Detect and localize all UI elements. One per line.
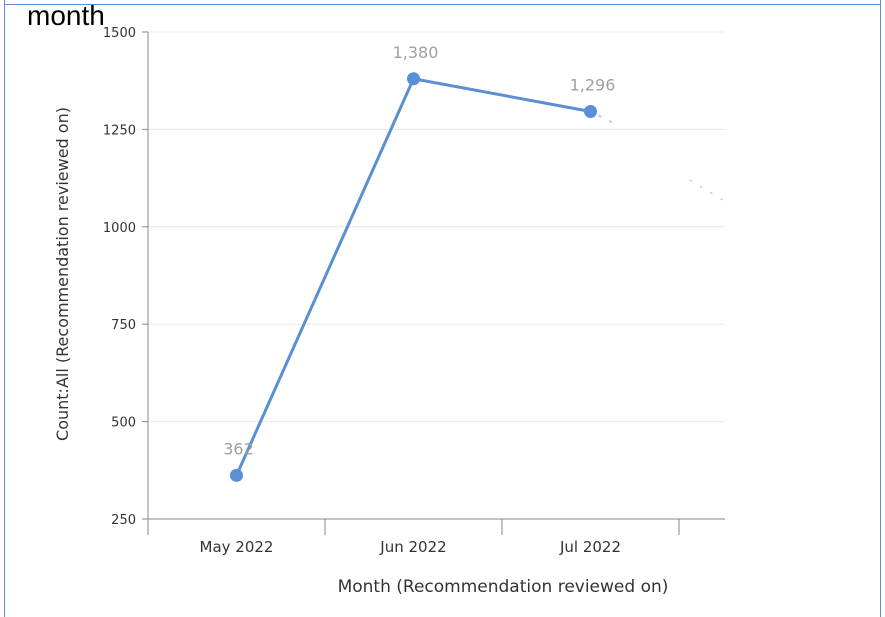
x-tick-label: May 2022 — [200, 538, 274, 556]
series-layer — [230, 72, 727, 482]
data-label: 362 — [223, 439, 254, 458]
y-tick-label: 500 — [111, 416, 136, 431]
y-tick-label: 1000 — [103, 221, 136, 236]
data-point[interactable] — [584, 104, 597, 118]
y-tick-labels: 250 500 750 1000 1250 1500 — [103, 26, 136, 528]
x-tick-labels: May 2022 Jun 2022 Jul 2022 — [200, 538, 622, 556]
series-line-fade — [689, 179, 727, 203]
y-tick-label: 1500 — [103, 26, 136, 41]
data-label: 1,296 — [570, 75, 616, 94]
series-line — [235, 77, 591, 476]
gridlines — [148, 31, 725, 423]
x-tick-label: Jul 2022 — [559, 538, 621, 556]
data-label: 1,380 — [393, 43, 439, 62]
caption-text: month — [27, 0, 105, 31]
y-tick-label: 250 — [111, 513, 136, 528]
axes — [142, 31, 725, 535]
y-axis-title: Count:All (Recommendation reviewed on) — [53, 107, 72, 441]
frame-top-border — [4, 4, 881, 5]
data-point[interactable] — [230, 468, 243, 482]
x-axis-title: Month (Recommendation reviewed on) — [338, 577, 669, 597]
x-tick-label: Jun 2022 — [379, 538, 446, 556]
data-point[interactable] — [407, 72, 420, 86]
series-line-fade — [598, 114, 619, 127]
frame-left-border — [4, 0, 5, 617]
frame-right-border — [880, 0, 881, 617]
y-tick-label: 750 — [111, 318, 136, 333]
data-labels: 362 1,380 1,296 — [223, 43, 615, 459]
y-tick-label: 1250 — [103, 123, 136, 138]
